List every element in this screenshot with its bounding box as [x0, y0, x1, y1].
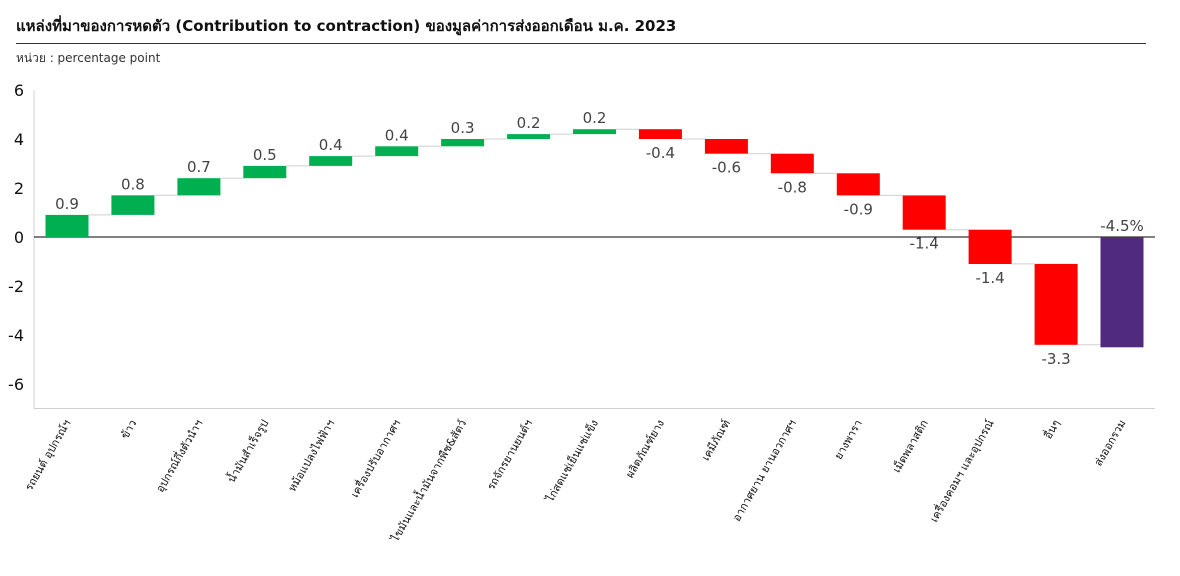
category-label: หม้อแปลงไฟฟ้าฯ [286, 418, 338, 494]
category-label: รถยนต์ อุปกรณ์ฯ [22, 418, 73, 494]
data-label: -4.5% [1100, 217, 1144, 235]
chart-title: แหล่งที่มาของการหดตัว (Contribution to c… [16, 17, 677, 35]
data-label: -0.4 [646, 144, 675, 162]
category-label: อุปกรณ์กึ่งตัวนำฯ [152, 417, 206, 495]
bar [441, 139, 485, 147]
bar [177, 178, 221, 196]
data-label: 0.2 [583, 109, 607, 127]
category-labels: รถยนต์ อุปกรณ์ฯ ข้าว อุปกรณ์กึ่งตัวนำฯ น้ำม… [22, 416, 1128, 545]
data-label: 0.3 [451, 119, 475, 137]
y-tick-label: 2 [14, 179, 24, 198]
category-label: ยางพารา [832, 418, 865, 462]
category-label: ส่งออกรวม [1092, 418, 1129, 469]
data-label: -0.6 [712, 159, 741, 177]
data-labels: 0.9 0.8 0.7 0.5 0.4 0.4 0.3 0.2 0.2 -0.4 -0.6 -0.8 -… [55, 109, 1144, 368]
bar [704, 139, 748, 154]
category-label: อื่นๆ [1040, 416, 1063, 441]
category-label: เคมีภัณฑ์ [699, 418, 733, 463]
category-label: ไก่สดแช่เย็นแช่แข็ง [542, 417, 601, 505]
bar [45, 214, 89, 237]
bar [375, 146, 419, 157]
bar [836, 173, 880, 196]
bar [111, 195, 155, 215]
data-label: 0.9 [55, 195, 79, 213]
data-label: -0.9 [844, 200, 873, 218]
category-label: เครื่องคอมฯ และอุปกรณ์ [926, 417, 997, 525]
bar [1034, 263, 1078, 345]
data-label: -1.4 [910, 235, 939, 253]
data-label: -0.8 [778, 178, 807, 196]
data-label: 0.5 [253, 146, 277, 164]
data-label: 0.4 [385, 126, 409, 144]
bar [638, 129, 682, 139]
category-label: ข้าว [118, 418, 139, 442]
data-label: -3.3 [1041, 350, 1070, 368]
data-label: 0.7 [187, 158, 211, 176]
y-tick-label: 6 [14, 81, 24, 100]
category-label: น้ำมันสำเร็จรูป [223, 416, 271, 484]
bar [309, 156, 353, 166]
bar [1100, 237, 1144, 348]
bar [573, 129, 616, 135]
y-tick-label: 4 [14, 130, 24, 149]
title-divider [16, 43, 1146, 44]
category-label: อากาศยาน ยานอวกาศฯ [730, 418, 799, 524]
axes: -6 -4 -2 0 2 4 6 [8, 81, 1155, 409]
category-label: ผลิตภัณฑ์ยาง [623, 418, 667, 481]
bars [45, 129, 1144, 348]
y-tick-label: -6 [8, 375, 24, 394]
category-label: ไขมันและน้ำมันจากพืช&สัตว์ [386, 416, 469, 544]
y-tick-label: -2 [8, 277, 24, 296]
category-label: เม็ดพลาสติก [889, 417, 931, 475]
data-label: -1.4 [975, 269, 1004, 287]
y-tick-label: -4 [8, 326, 24, 345]
category-label: เครื่องปรับอากาศฯ [346, 417, 403, 500]
bar [968, 229, 1012, 264]
data-label: 0.8 [121, 175, 145, 193]
data-label: 0.4 [319, 136, 343, 154]
bar [902, 195, 946, 230]
category-label: รถจักรยานยนต์ฯ [484, 418, 535, 493]
bar [770, 153, 814, 174]
y-tick-label: 0 [14, 228, 24, 247]
bar [243, 165, 287, 179]
bar [507, 134, 551, 139]
unit-label: หน่วย : percentage point [16, 51, 161, 65]
connectors [88, 128, 1101, 346]
data-label: 0.2 [517, 114, 541, 132]
